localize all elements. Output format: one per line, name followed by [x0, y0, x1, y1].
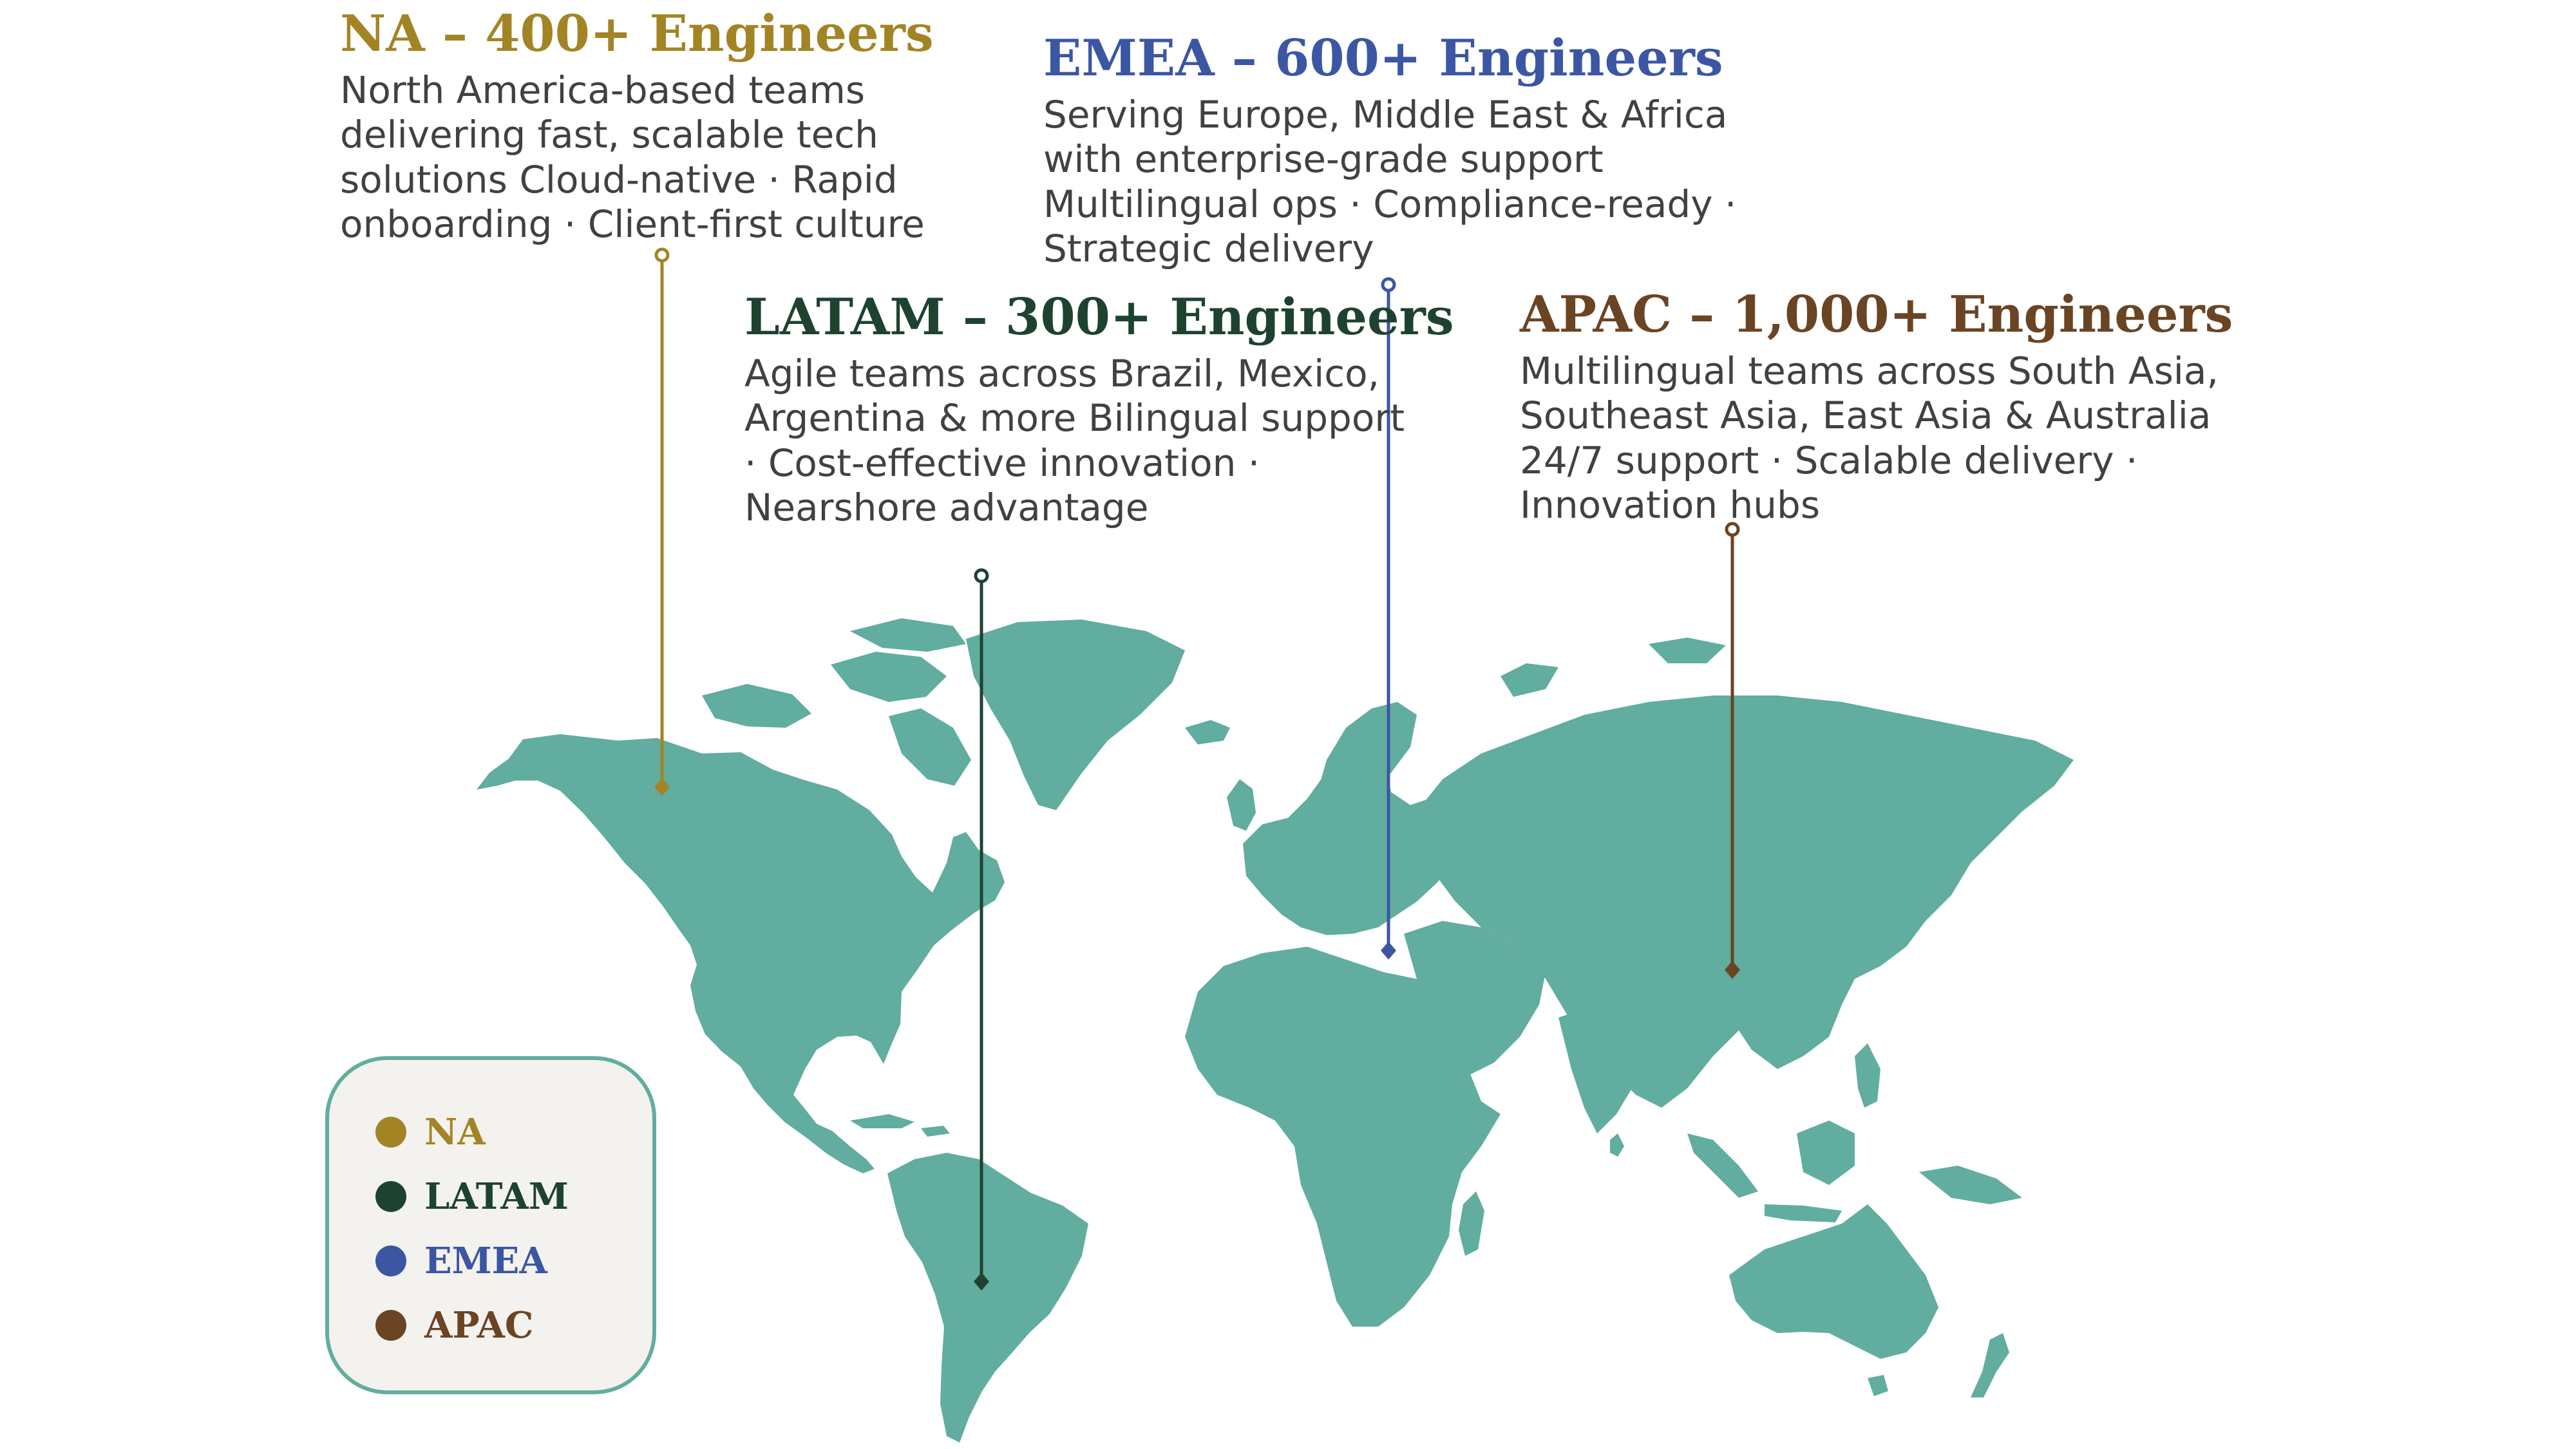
region-apac-description: Multilingual teams across South Asia, So…	[1520, 348, 2219, 527]
legend-item-latam: LATAM	[329, 1164, 652, 1229]
indonesia-sumatra	[1687, 1133, 1758, 1198]
philippines	[1855, 1043, 1880, 1108]
arctic-archipelago	[702, 684, 811, 728]
iceland	[1185, 720, 1230, 744]
map-legend: NA LATAM EMEA APAC	[325, 1056, 656, 1394]
region-na-title: NA – 400+ Engineers	[340, 5, 934, 63]
north-america-landmass	[477, 734, 1005, 1173]
region-latam-title: LATAM – 300+ Engineers	[744, 288, 1454, 346]
south-america-landmass	[887, 1153, 1088, 1443]
emea-pin-tip	[1381, 942, 1396, 960]
tasmania	[1868, 1375, 1888, 1396]
region-emea-callout: EMEA – 600+ Engineers Serving Europe, Mi…	[1043, 30, 1816, 272]
region-emea-title: EMEA – 600+ Engineers	[1043, 29, 1723, 88]
na-pin-tip	[654, 778, 670, 796]
asia-landmass	[1417, 696, 2074, 1108]
indonesia-java	[1765, 1204, 1842, 1222]
legend-item-apac: APAC	[329, 1293, 652, 1358]
arctic-archipelago-3	[850, 618, 966, 652]
legend-label-apac: APAC	[424, 1304, 534, 1347]
latam-pin-head	[974, 568, 989, 583]
apac-pin-tip	[1725, 961, 1740, 979]
borneo	[1797, 1121, 1855, 1185]
legend-item-na: NA	[329, 1100, 652, 1164]
novaya-zemlya	[1501, 663, 1558, 697]
arctic-archipelago-2	[831, 652, 947, 702]
australia	[1729, 1204, 1938, 1359]
region-latam-callout: LATAM – 300+ Engineers Agile teams acros…	[744, 288, 1454, 531]
continents	[477, 618, 2074, 1443]
latam-pin-tip	[974, 1273, 989, 1291]
legend-dot-latam	[375, 1181, 406, 1212]
greenland	[966, 620, 1185, 810]
europe-landmass	[1243, 741, 1462, 935]
legend-dot-na	[375, 1117, 406, 1148]
scandinavia	[1314, 702, 1417, 818]
apac-pin-head	[1725, 522, 1740, 537]
middle-east	[1404, 921, 1546, 1075]
british-isles	[1227, 779, 1256, 831]
sri-lanka	[1610, 1133, 1624, 1157]
region-na-callout: NA – 400+ Engineers North America-based …	[340, 5, 997, 247]
legend-dot-emea	[375, 1245, 406, 1276]
region-latam-description: Agile teams across Brazil, Mexico, Argen…	[744, 351, 1405, 530]
severnaya-zemlya	[1649, 638, 1726, 663]
baffin-island	[889, 708, 971, 786]
na-pin-head	[654, 247, 670, 263]
region-apac-callout: APAC – 1,000+ Engineers Multilingual tea…	[1520, 286, 2267, 528]
legend-item-emea: EMEA	[329, 1229, 652, 1293]
africa-landmass	[1185, 947, 1501, 1327]
japan	[1829, 882, 1871, 985]
india	[1558, 1005, 1649, 1133]
region-markers	[654, 247, 1740, 1291]
region-apac-title: APAC – 1,000+ Engineers	[1520, 285, 2233, 344]
hispaniola	[921, 1126, 950, 1137]
legend-label-emea: EMEA	[424, 1240, 547, 1282]
emea-pin-head	[1381, 277, 1396, 292]
new-guinea	[1919, 1166, 2022, 1204]
region-emea-description: Serving Europe, Middle East & Africa wit…	[1043, 92, 1737, 271]
region-na-description: North America-based teams delivering fas…	[340, 68, 925, 247]
legend-label-na: NA	[424, 1111, 486, 1153]
madagascar	[1459, 1191, 1484, 1256]
cuba	[850, 1114, 914, 1128]
new-zealand	[1971, 1333, 2009, 1397]
legend-dot-apac	[375, 1310, 406, 1341]
legend-label-latam: LATAM	[424, 1175, 569, 1218]
